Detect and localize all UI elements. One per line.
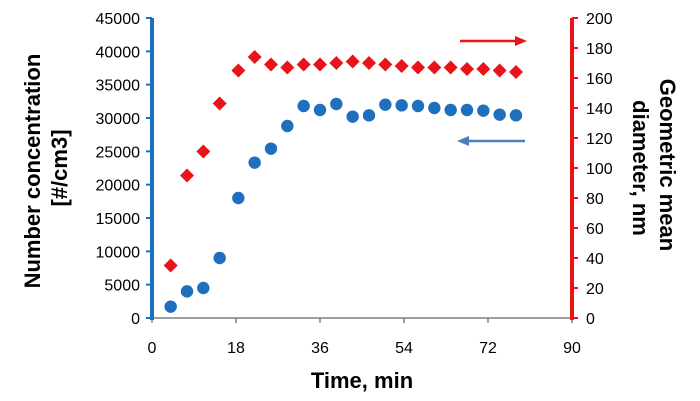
data-point-diameter (460, 62, 474, 76)
data-point-concentration (297, 99, 310, 113)
data-point-concentration (313, 103, 327, 117)
annotation-arrows (457, 36, 527, 146)
arrow-right-head (515, 36, 527, 46)
data-point-diameter (476, 62, 491, 76)
data-point-concentration (197, 281, 210, 295)
left-tick-label: 40000 (96, 44, 141, 61)
data-point-concentration (213, 251, 226, 265)
data-point-diameter (394, 59, 409, 73)
right-tick-label: 100 (586, 161, 613, 178)
data-point-diameter (427, 60, 442, 75)
right-axis-ticks: 0 20 40 60 80 100 120 140 160 180 200 (572, 11, 613, 328)
data-point-concentration (362, 109, 376, 122)
right-tick-label: 180 (586, 41, 613, 58)
data-point-concentration (493, 108, 506, 121)
data-point-diameter (313, 57, 327, 72)
data-point-diameter (362, 56, 376, 70)
right-tick-label: 60 (586, 221, 604, 238)
data-point-diameter (280, 60, 295, 75)
data-point-concentration (281, 119, 294, 133)
right-tick-label: 160 (586, 71, 613, 88)
left-tick-label: 35000 (96, 78, 141, 95)
data-point-concentration (428, 101, 441, 115)
data-point-diameter (411, 60, 425, 75)
data-point-concentration (395, 99, 408, 112)
data-point-diameter (345, 54, 360, 69)
left-axis-title-line-1: Number concentration (20, 54, 45, 289)
data-point-diameter (231, 63, 246, 78)
data-point-concentration (477, 104, 490, 117)
right-tick-label: 140 (586, 101, 613, 118)
right-axis-title: Geometric mean diameter, nm (628, 79, 680, 258)
data-point-concentration (164, 300, 177, 313)
data-point-diameter (163, 258, 178, 273)
data-point-diameter (443, 60, 458, 75)
data-point-concentration (232, 191, 245, 205)
left-tick-label: 25000 (96, 144, 141, 161)
data-point-diameter (196, 144, 211, 159)
data-point-concentration (460, 103, 474, 117)
left-axis-ticks: 0 5000 10000 15000 20000 25000 30000 35000 40000… (96, 11, 152, 328)
right-axis-title-line-2: diameter, nm (628, 100, 653, 236)
left-tick-label: 45000 (96, 11, 141, 28)
left-axis-title: Number concentration [#/cm3] (20, 48, 72, 289)
x-tick-label: 72 (479, 340, 497, 357)
data-point-concentration (180, 285, 194, 298)
left-tick-label: 15000 (96, 211, 141, 228)
x-axis-title: Time, min (311, 368, 413, 393)
left-tick-label: 0 (131, 311, 140, 328)
right-tick-label: 0 (586, 311, 595, 328)
data-point-concentration (379, 98, 392, 111)
data-point-concentration (509, 109, 523, 122)
x-tick-label: 18 (227, 340, 245, 357)
data-point-diameter (264, 57, 278, 72)
data-point-concentration (346, 110, 359, 123)
x-tick-label: 36 (311, 340, 329, 357)
data-point-diameter (247, 50, 262, 64)
series-concentration (164, 97, 523, 313)
data-point-diameter (212, 96, 227, 111)
arrow-left-head (457, 136, 469, 146)
data-point-concentration (330, 97, 343, 111)
x-tick-label: 90 (563, 340, 581, 357)
series-diameter (163, 50, 523, 273)
left-tick-label: 10000 (96, 244, 141, 261)
data-point-diameter (296, 57, 311, 72)
right-tick-label: 20 (586, 281, 604, 298)
data-point-diameter (180, 168, 194, 183)
data-point-diameter (509, 65, 523, 79)
left-tick-label: 30000 (96, 111, 141, 128)
right-axis-title-line-1: Geometric mean (655, 79, 680, 251)
x-tick-label: 0 (148, 340, 157, 357)
left-axis-title-line-2: [#/cm3] (47, 129, 72, 206)
data-point-concentration (264, 142, 278, 155)
data-point-diameter (378, 57, 393, 72)
right-tick-label: 120 (586, 131, 613, 148)
data-point-concentration (248, 156, 261, 169)
right-tick-label: 40 (586, 251, 604, 268)
data-point-concentration (411, 99, 425, 113)
left-tick-label: 5000 (104, 278, 140, 295)
right-tick-label: 80 (586, 191, 604, 208)
x-tick-label: 54 (395, 340, 413, 357)
left-tick-label: 20000 (96, 178, 141, 195)
data-point-diameter (329, 56, 344, 70)
right-tick-label: 200 (586, 11, 613, 28)
data-point-diameter (492, 63, 507, 78)
data-point-concentration (444, 103, 457, 117)
x-axis-ticks: 0 18 36 54 72 90 (148, 318, 581, 357)
